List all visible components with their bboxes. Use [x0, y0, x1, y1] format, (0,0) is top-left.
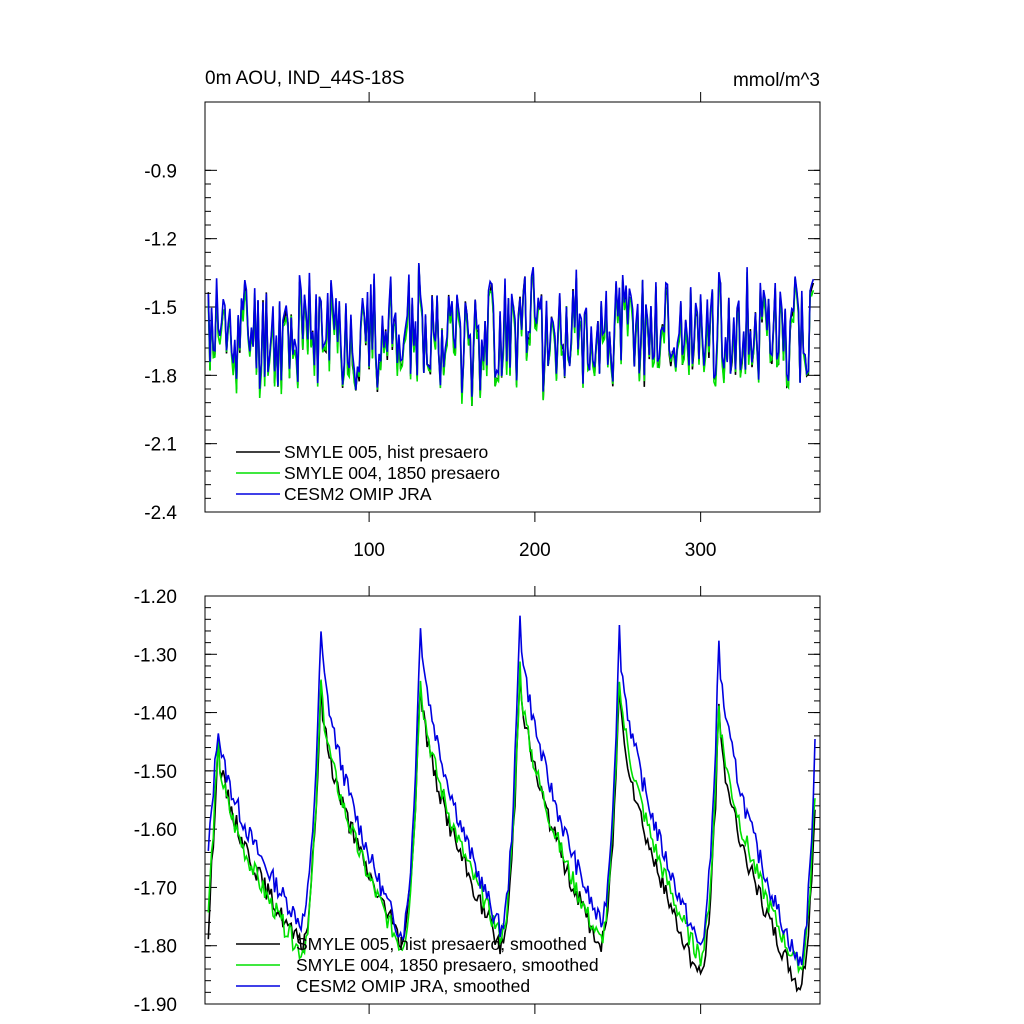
bottom-panel: -1.20 -1.30 -1.40 -1.50 -1.60 -1.70 -1.80 -1.90…: [134, 586, 821, 1016]
smoothed-series-line-2: [207, 615, 816, 966]
plot-frame: [204, 595, 821, 1005]
y-tick-label: -1.2: [144, 230, 177, 251]
y-tick-label: -2.1: [144, 435, 177, 456]
y-tick-label: -1.30: [134, 645, 177, 666]
y-tick-label: -1.5: [144, 298, 177, 319]
x-tick-label: 200: [519, 540, 551, 561]
y-tick-label: -1.50: [134, 762, 177, 783]
series-line-2: [207, 262, 815, 397]
legend-label: SMYLE 004, 1850 presaero, smoothed: [296, 955, 599, 975]
y-tick-label: -1.80: [134, 937, 177, 958]
legend-label: CESM2 OMIP JRA, smoothed: [296, 976, 530, 996]
legend-label: CESM2 OMIP JRA: [284, 484, 432, 504]
y-tick-label: -1.8: [144, 366, 177, 387]
legend-label: SMYLE 004, 1850 presaero: [284, 463, 500, 483]
y-tick-label: -1.70: [134, 878, 177, 899]
y-tick-label: -1.40: [134, 704, 177, 725]
x-tick-label: 100: [353, 540, 385, 561]
y-tick-label: -1.20: [134, 587, 177, 608]
legend-label: SMYLE 005, hist presaero: [284, 442, 488, 462]
smoothed-series-line-1: [207, 661, 816, 975]
units-label: mmol/m^3: [733, 70, 820, 91]
y-tick-label: -0.9: [144, 161, 177, 182]
top-panel: -0.9 -1.2 -1.5 -1.8 -2.1 -2.4 100 200 300 0m AOU,…: [144, 68, 821, 561]
chart-title: 0m AOU, IND_44S-18S: [205, 68, 405, 89]
y-tick-label: -2.4: [144, 503, 177, 524]
x-tick-label: 300: [685, 540, 717, 561]
y-tick-label: -1.90: [134, 995, 177, 1016]
y-tick-label: -1.60: [134, 820, 177, 841]
legend-label: SMYLE 005, hist presaero, smoothed: [296, 934, 587, 954]
